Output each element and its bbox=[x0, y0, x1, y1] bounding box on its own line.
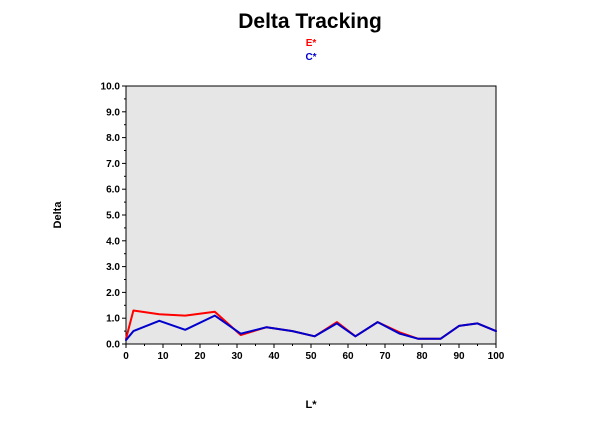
legend: E* C* bbox=[305, 38, 316, 63]
x-tick-label: 40 bbox=[268, 351, 280, 362]
x-tick-label: 80 bbox=[416, 351, 428, 362]
y-axis: 0.0 1.0 2.0 3.0 4.0 5.0 6.0 7.0 8.0 9.0 10.0 bbox=[101, 82, 126, 351]
x-tick-label: 0 bbox=[123, 351, 129, 362]
x-tick-label: 90 bbox=[453, 351, 465, 362]
y-tick-label: 8.0 bbox=[106, 133, 120, 144]
y-axis-label: Delta bbox=[52, 201, 64, 229]
y-tick-label: 0.0 bbox=[106, 340, 120, 351]
y-tick-label: 9.0 bbox=[106, 107, 120, 118]
series-layer bbox=[125, 309, 497, 342]
x-axis: 0 10 20 30 40 50 60 70 80 90 100 bbox=[123, 344, 505, 362]
x-tick-label: 50 bbox=[305, 351, 317, 362]
chart-title: Delta Tracking bbox=[238, 10, 382, 33]
y-tick-label: 10.0 bbox=[101, 82, 121, 93]
y-tick-label: 7.0 bbox=[106, 159, 120, 170]
x-tick-label: 20 bbox=[194, 351, 206, 362]
x-tick-label: 70 bbox=[379, 351, 391, 362]
y-tick-label: 1.0 bbox=[106, 314, 120, 325]
x-tick-label: 10 bbox=[157, 351, 169, 362]
x-axis-label: L* bbox=[306, 399, 318, 411]
y-tick-label: 3.0 bbox=[106, 262, 120, 273]
y-tick-label: 6.0 bbox=[106, 185, 120, 196]
x-tick-label: 60 bbox=[342, 351, 354, 362]
legend-entry-e-star: E* bbox=[306, 38, 317, 49]
y-tick-label: 4.0 bbox=[106, 236, 120, 247]
legend-entry-c-star: C* bbox=[305, 52, 316, 63]
plot-area bbox=[125, 85, 497, 345]
y-tick-label: 5.0 bbox=[106, 211, 120, 222]
x-tick-label: 30 bbox=[231, 351, 243, 362]
x-tick-label: 100 bbox=[488, 351, 505, 362]
series-line-c-star bbox=[125, 314, 497, 342]
y-tick-label: 2.0 bbox=[106, 288, 120, 299]
